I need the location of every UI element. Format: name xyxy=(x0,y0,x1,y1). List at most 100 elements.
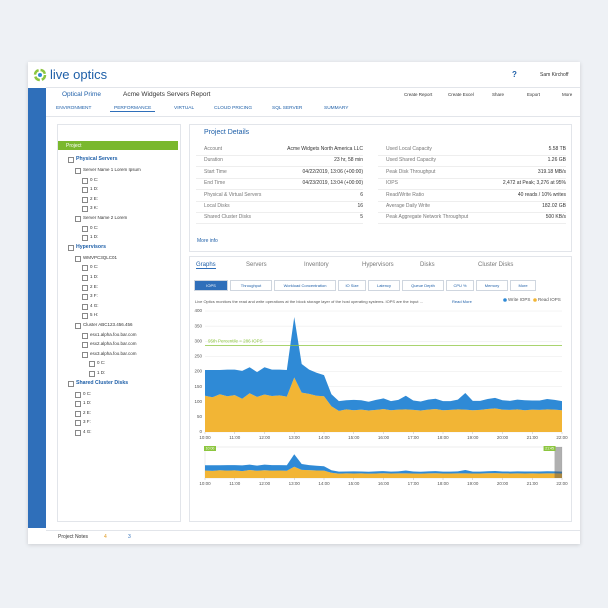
tree-checkbox[interactable] xyxy=(82,196,88,203)
tree-item[interactable]: 2 E: xyxy=(90,195,99,201)
tree-checkbox[interactable] xyxy=(82,342,88,349)
tree-item[interactable]: 4 G: xyxy=(83,429,92,434)
info[interactable]: 3 xyxy=(128,534,131,540)
metric-tab[interactable]: Throughput xyxy=(230,280,272,291)
metric-tab[interactable]: IO Size xyxy=(338,280,366,291)
tree-item[interactable]: Server Name 1 Lorem Ipsum xyxy=(83,167,141,172)
tree-item[interactable]: 1 D: xyxy=(90,186,99,192)
detail-value: 23 hr, 58 min xyxy=(334,157,363,164)
project-label[interactable]: Project xyxy=(66,143,82,149)
metric-tab[interactable]: Latency xyxy=(368,280,400,291)
nav-tab[interactable]: SQL SERVER xyxy=(272,106,303,111)
tree-checkbox[interactable] xyxy=(82,275,88,281)
tree-checkbox[interactable] xyxy=(68,380,74,387)
metric-tab[interactable]: IOPS xyxy=(194,280,228,291)
help[interactable]: ? xyxy=(512,70,517,79)
tree-item[interactable]: esx1.alpha.foo.bar.com xyxy=(90,331,137,337)
tree-item[interactable]: 2 E: xyxy=(90,283,99,289)
graph-tab[interactable]: Disks xyxy=(420,262,435,268)
tree-item[interactable]: Server Name 2 Lorem xyxy=(83,215,128,220)
tree-group[interactable]: Hypervisors xyxy=(76,243,106,250)
tree-item[interactable]: 1 D: xyxy=(90,274,99,279)
read-more[interactable]: Read More xyxy=(452,299,472,304)
warnings[interactable]: 4 xyxy=(104,534,107,540)
action-button[interactable]: More xyxy=(562,92,573,97)
tree-item[interactable]: 0 C: xyxy=(83,390,92,396)
tree-checkbox[interactable] xyxy=(75,430,81,436)
tree-item[interactable]: esx2.alpha.foo.bar.com xyxy=(90,341,137,347)
detail-label: Average Daily Write xyxy=(386,203,430,209)
nav-tab[interactable]: CLOUD PRICING xyxy=(214,106,253,111)
nav-tab[interactable]: SUMMARY xyxy=(324,106,349,111)
more-info[interactable]: More info xyxy=(197,238,218,244)
tree-item[interactable]: 3 F: xyxy=(90,293,98,299)
tree-item[interactable]: 0 C: xyxy=(97,360,106,366)
tree-checkbox[interactable] xyxy=(75,216,81,222)
metric-tab[interactable]: More xyxy=(510,280,536,291)
nav-tab[interactable]: VIRTUAL xyxy=(174,106,195,111)
tree-item[interactable]: esx3.alpha.foo.bar.com xyxy=(90,350,137,356)
graph-tab[interactable]: Hypervisors xyxy=(362,262,394,268)
tree-checkbox[interactable] xyxy=(82,313,88,320)
tree-item[interactable]: 4 G: xyxy=(90,302,99,308)
graph-tab[interactable]: Servers xyxy=(246,262,267,268)
metric-tab[interactable]: CPU % xyxy=(446,280,474,291)
tree-item[interactable]: 1 D: xyxy=(83,400,92,406)
tree-item[interactable]: 0 C: xyxy=(90,224,99,230)
tree-checkbox[interactable] xyxy=(82,177,88,184)
tree-item[interactable]: 3 K: xyxy=(90,205,99,211)
user[interactable]: Sam Kirchoff xyxy=(540,72,569,78)
tree-checkbox[interactable] xyxy=(82,265,88,272)
graph-tab[interactable]: Cluster Disks xyxy=(478,262,514,268)
nav-tab[interactable]: PERFORMANCE xyxy=(110,106,156,112)
tree-checkbox[interactable] xyxy=(68,157,74,163)
action-button[interactable]: Create Excel xyxy=(448,92,474,97)
detail-value: 16 xyxy=(357,203,363,209)
nav-tab[interactable]: ENVIRONMENT xyxy=(56,106,92,111)
detail-label: End Time xyxy=(204,180,226,187)
tree-checkbox[interactable] xyxy=(82,206,88,213)
tree-checkbox[interactable] xyxy=(89,371,95,377)
tree-checkbox[interactable] xyxy=(75,255,81,262)
tree-item[interactable]: 1 D: xyxy=(90,234,99,240)
project-bar[interactable] xyxy=(58,141,178,150)
tree-checkbox[interactable] xyxy=(75,410,81,417)
tree-item[interactable]: 0 C: xyxy=(90,264,99,270)
tree-item[interactable]: 2 E: xyxy=(83,409,92,415)
tree-checkbox[interactable] xyxy=(82,303,88,310)
tree-item[interactable]: 5 H: xyxy=(90,312,99,318)
tree-checkbox[interactable] xyxy=(82,351,88,358)
metric-tab[interactable]: Queue Depth xyxy=(402,280,444,291)
tree-checkbox[interactable] xyxy=(82,294,88,301)
tree-checkbox[interactable] xyxy=(82,284,88,291)
graph-tab[interactable]: Graphs xyxy=(196,262,216,269)
tree-checkbox[interactable] xyxy=(89,361,95,368)
tree-checkbox[interactable] xyxy=(68,244,74,251)
tree-item[interactable]: Cluster ABC123.456.456 xyxy=(83,322,133,327)
tree-checkbox[interactable] xyxy=(75,401,81,408)
tree-checkbox[interactable] xyxy=(82,187,88,194)
logo: live optics xyxy=(33,67,107,82)
tree-checkbox[interactable] xyxy=(82,225,88,232)
metric-tab[interactable]: Workload Concentration xyxy=(274,280,336,291)
tree-checkbox[interactable] xyxy=(75,420,81,427)
tree-checkbox[interactable] xyxy=(75,391,81,398)
action-button[interactable]: Export xyxy=(527,92,541,97)
action-button[interactable]: Create Report xyxy=(404,92,433,97)
tree-group[interactable]: Physical Servers xyxy=(76,156,118,162)
tree-group[interactable]: Shared Cluster Disks xyxy=(76,379,129,386)
tree-item[interactable]: 1 D: xyxy=(97,370,106,375)
detail-divider xyxy=(378,189,566,190)
tree-checkbox[interactable] xyxy=(82,332,88,339)
tree-checkbox[interactable] xyxy=(82,235,88,242)
project-notes[interactable]: Project Notes xyxy=(58,534,89,540)
tree-item[interactable]: 3 F: xyxy=(83,419,91,425)
action-button[interactable]: Share xyxy=(492,92,505,97)
tree-checkbox[interactable] xyxy=(75,323,81,329)
graph-tab[interactable]: Inventory xyxy=(304,262,329,268)
tree-checkbox[interactable] xyxy=(75,168,81,174)
tree-item[interactable]: WMVPC3QLC01 xyxy=(83,254,118,260)
tree-item[interactable]: 0 C: xyxy=(90,176,99,182)
metric-tab[interactable]: Memory xyxy=(476,280,508,291)
